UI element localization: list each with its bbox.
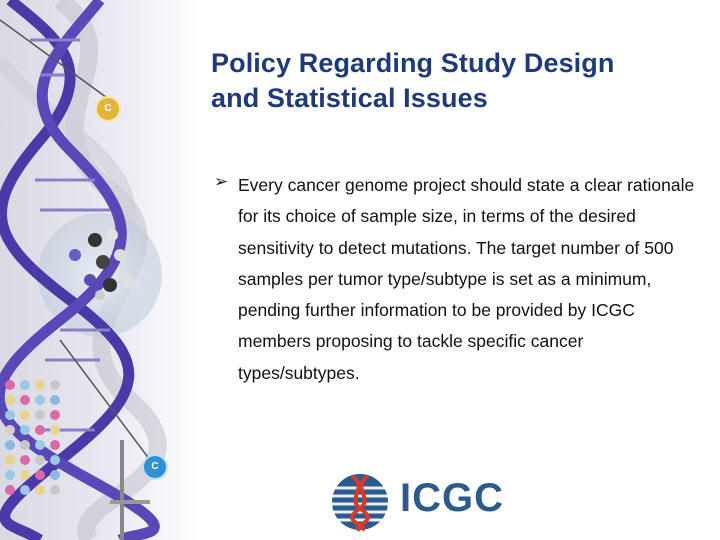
globe-dna-icon xyxy=(332,474,388,532)
bullet-text: Every cancer genome project should state… xyxy=(238,175,695,383)
slide-title: Policy Regarding Study Design and Statis… xyxy=(211,46,701,116)
slide-title-line-1: Policy Regarding Study Design xyxy=(211,48,615,78)
bullet-item: ➢ Every cancer genome project should sta… xyxy=(214,170,704,389)
icgc-logo: ICGC xyxy=(330,470,503,534)
badge-bottom: C xyxy=(144,456,166,478)
badge-top-letter: C xyxy=(104,103,112,114)
slide-title-line-2: and Statistical Issues xyxy=(211,83,488,113)
badge-bottom-letter: C xyxy=(151,461,159,472)
badge-top: C xyxy=(97,98,119,120)
logo-text: ICGC xyxy=(400,476,504,520)
dna-helix-illustration xyxy=(0,0,200,540)
bullet-list: ➢ Every cancer genome project should sta… xyxy=(214,170,704,389)
arrow-bullet-icon: ➢ xyxy=(214,172,229,191)
dna-artwork: C C xyxy=(0,0,200,540)
